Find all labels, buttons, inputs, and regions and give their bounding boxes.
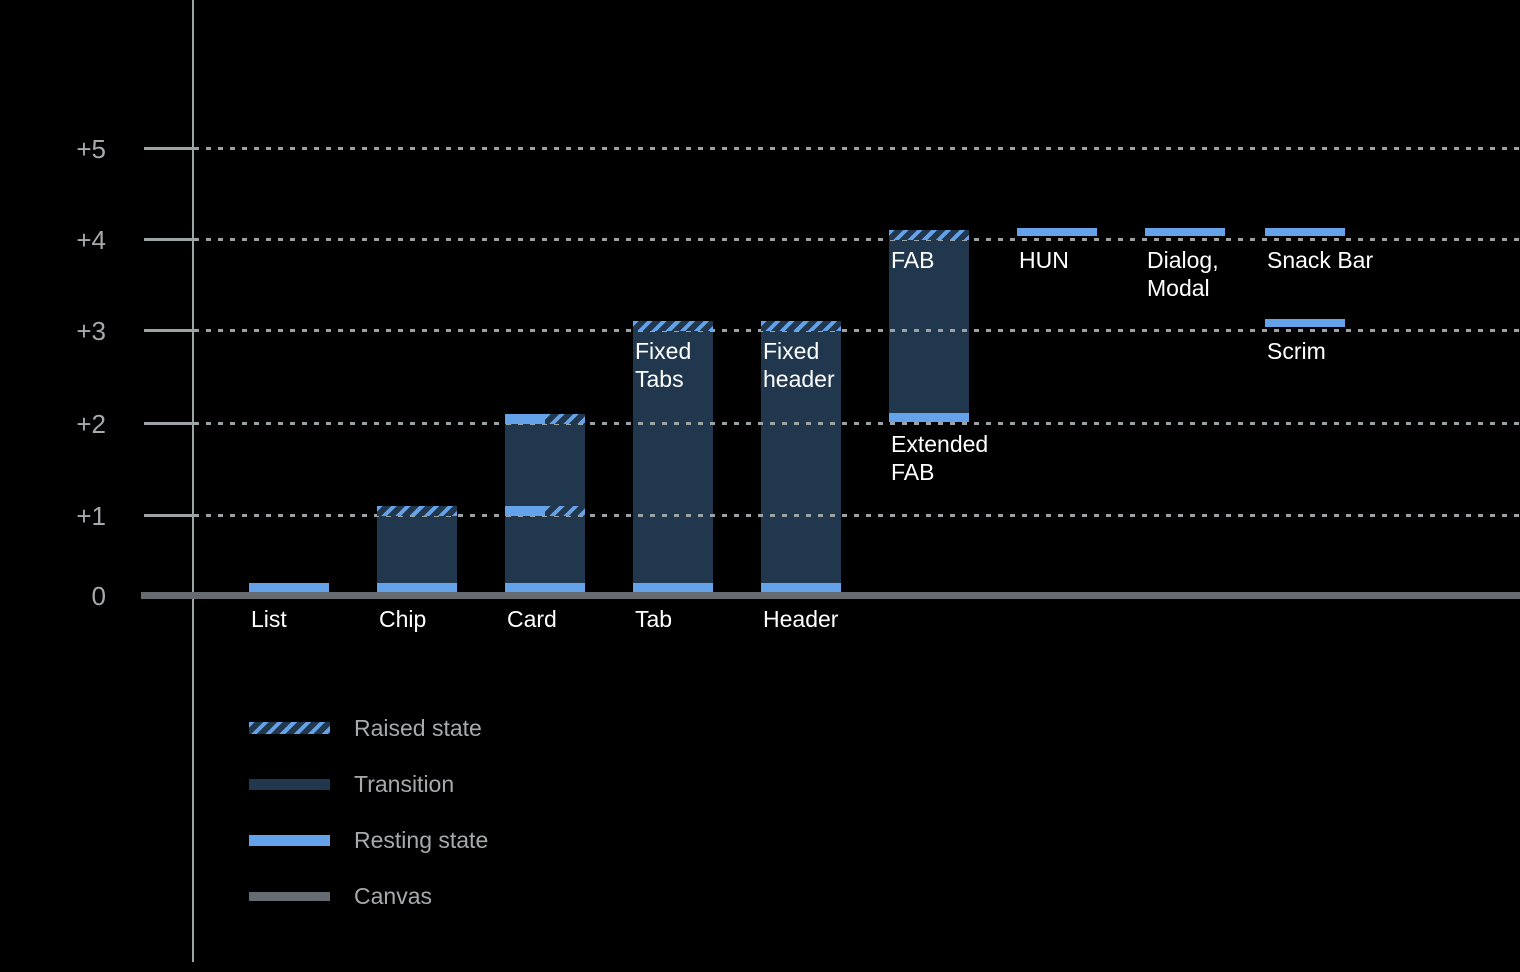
gridline-level-1 (194, 514, 1520, 517)
legend-row-canvas: Canvas (249, 884, 488, 908)
card-resting-band-level-0 (505, 583, 585, 592)
fab-label: Extended FAB (891, 431, 989, 485)
y-tick-label: +4 (76, 225, 106, 255)
header-raised-band-level-3 (761, 321, 841, 331)
y-tick-level-5 (144, 147, 197, 150)
gridline-level-5 (194, 147, 1520, 150)
y-tick-label: +1 (76, 501, 106, 531)
gridline-level-4 (194, 238, 1520, 241)
y-tick-level-1 (144, 514, 197, 517)
chip-raised-band-level-1 (377, 506, 457, 516)
card-resting-band-level-2 (505, 414, 545, 424)
dialog-modal-resting-band-level-4 (1145, 228, 1225, 236)
legend-label: Raised state (354, 715, 482, 741)
legend-label: Canvas (354, 883, 432, 909)
y-tick-label-zero: 0 (91, 581, 106, 611)
card-resting-band-level-1 (505, 506, 545, 516)
legend-row-resting-state: Resting state (249, 828, 488, 852)
y-tick-level-2 (144, 422, 197, 425)
tab-resting-band-level-0 (633, 583, 713, 592)
snack-bar-label: Snack Bar (1267, 247, 1374, 273)
card-raised-band-level-1 (545, 506, 585, 516)
y-axis-line (192, 0, 194, 962)
y-tick-level-3 (144, 329, 197, 332)
scrim-label: Scrim (1267, 338, 1326, 364)
fab-raised-band-level-4 (889, 230, 969, 240)
header-label: Header (763, 606, 839, 632)
legend-label: Resting state (354, 827, 489, 853)
chip-label: Chip (379, 606, 427, 632)
fab-resting-band-level-2 (889, 413, 969, 422)
tab-label: Tab (635, 606, 673, 632)
y-tick-label: +2 (76, 409, 106, 439)
fab-label: FAB (891, 247, 935, 273)
canvas-baseline (141, 592, 1520, 599)
canvas-swatch-icon (249, 891, 330, 901)
bar-header (761, 331, 841, 592)
legend-row-transition: Transition (249, 772, 488, 796)
gridline-level-3 (194, 329, 1520, 332)
header-label: Fixed header (763, 338, 835, 392)
card-label: Card (507, 606, 557, 632)
legend-label: Transition (354, 771, 455, 797)
dialog-modal-label: Dialog, Modal (1147, 247, 1219, 301)
list-label: List (251, 606, 287, 632)
chip-resting-band-level-0 (377, 583, 457, 592)
gridline-level-2 (194, 422, 1520, 425)
header-resting-band-level-0 (761, 583, 841, 592)
hun-label: HUN (1019, 247, 1069, 273)
snack-bar-resting-band-level-4 (1265, 228, 1345, 236)
y-tick-label: +5 (76, 134, 106, 164)
raised-state-swatch-icon (249, 722, 330, 734)
tab-raised-band-level-3 (633, 321, 713, 331)
scrim-resting-band-level-3 (1265, 319, 1345, 327)
resting-state-swatch-icon (249, 834, 330, 846)
bar-tab (633, 331, 713, 592)
y-tick-label: +3 (76, 316, 106, 346)
legend: Raised state Transition Resting state Ca… (249, 716, 488, 940)
bar-chip (377, 516, 457, 592)
tab-label: Fixed Tabs (635, 338, 692, 392)
card-raised-band-level-2 (545, 414, 585, 424)
y-tick-level-4 (144, 238, 197, 241)
legend-row-raised-state: Raised state (249, 716, 488, 740)
hun-resting-band-level-4 (1017, 228, 1097, 236)
list-resting-band-level-0 (249, 583, 329, 592)
transition-swatch-icon (249, 778, 330, 790)
